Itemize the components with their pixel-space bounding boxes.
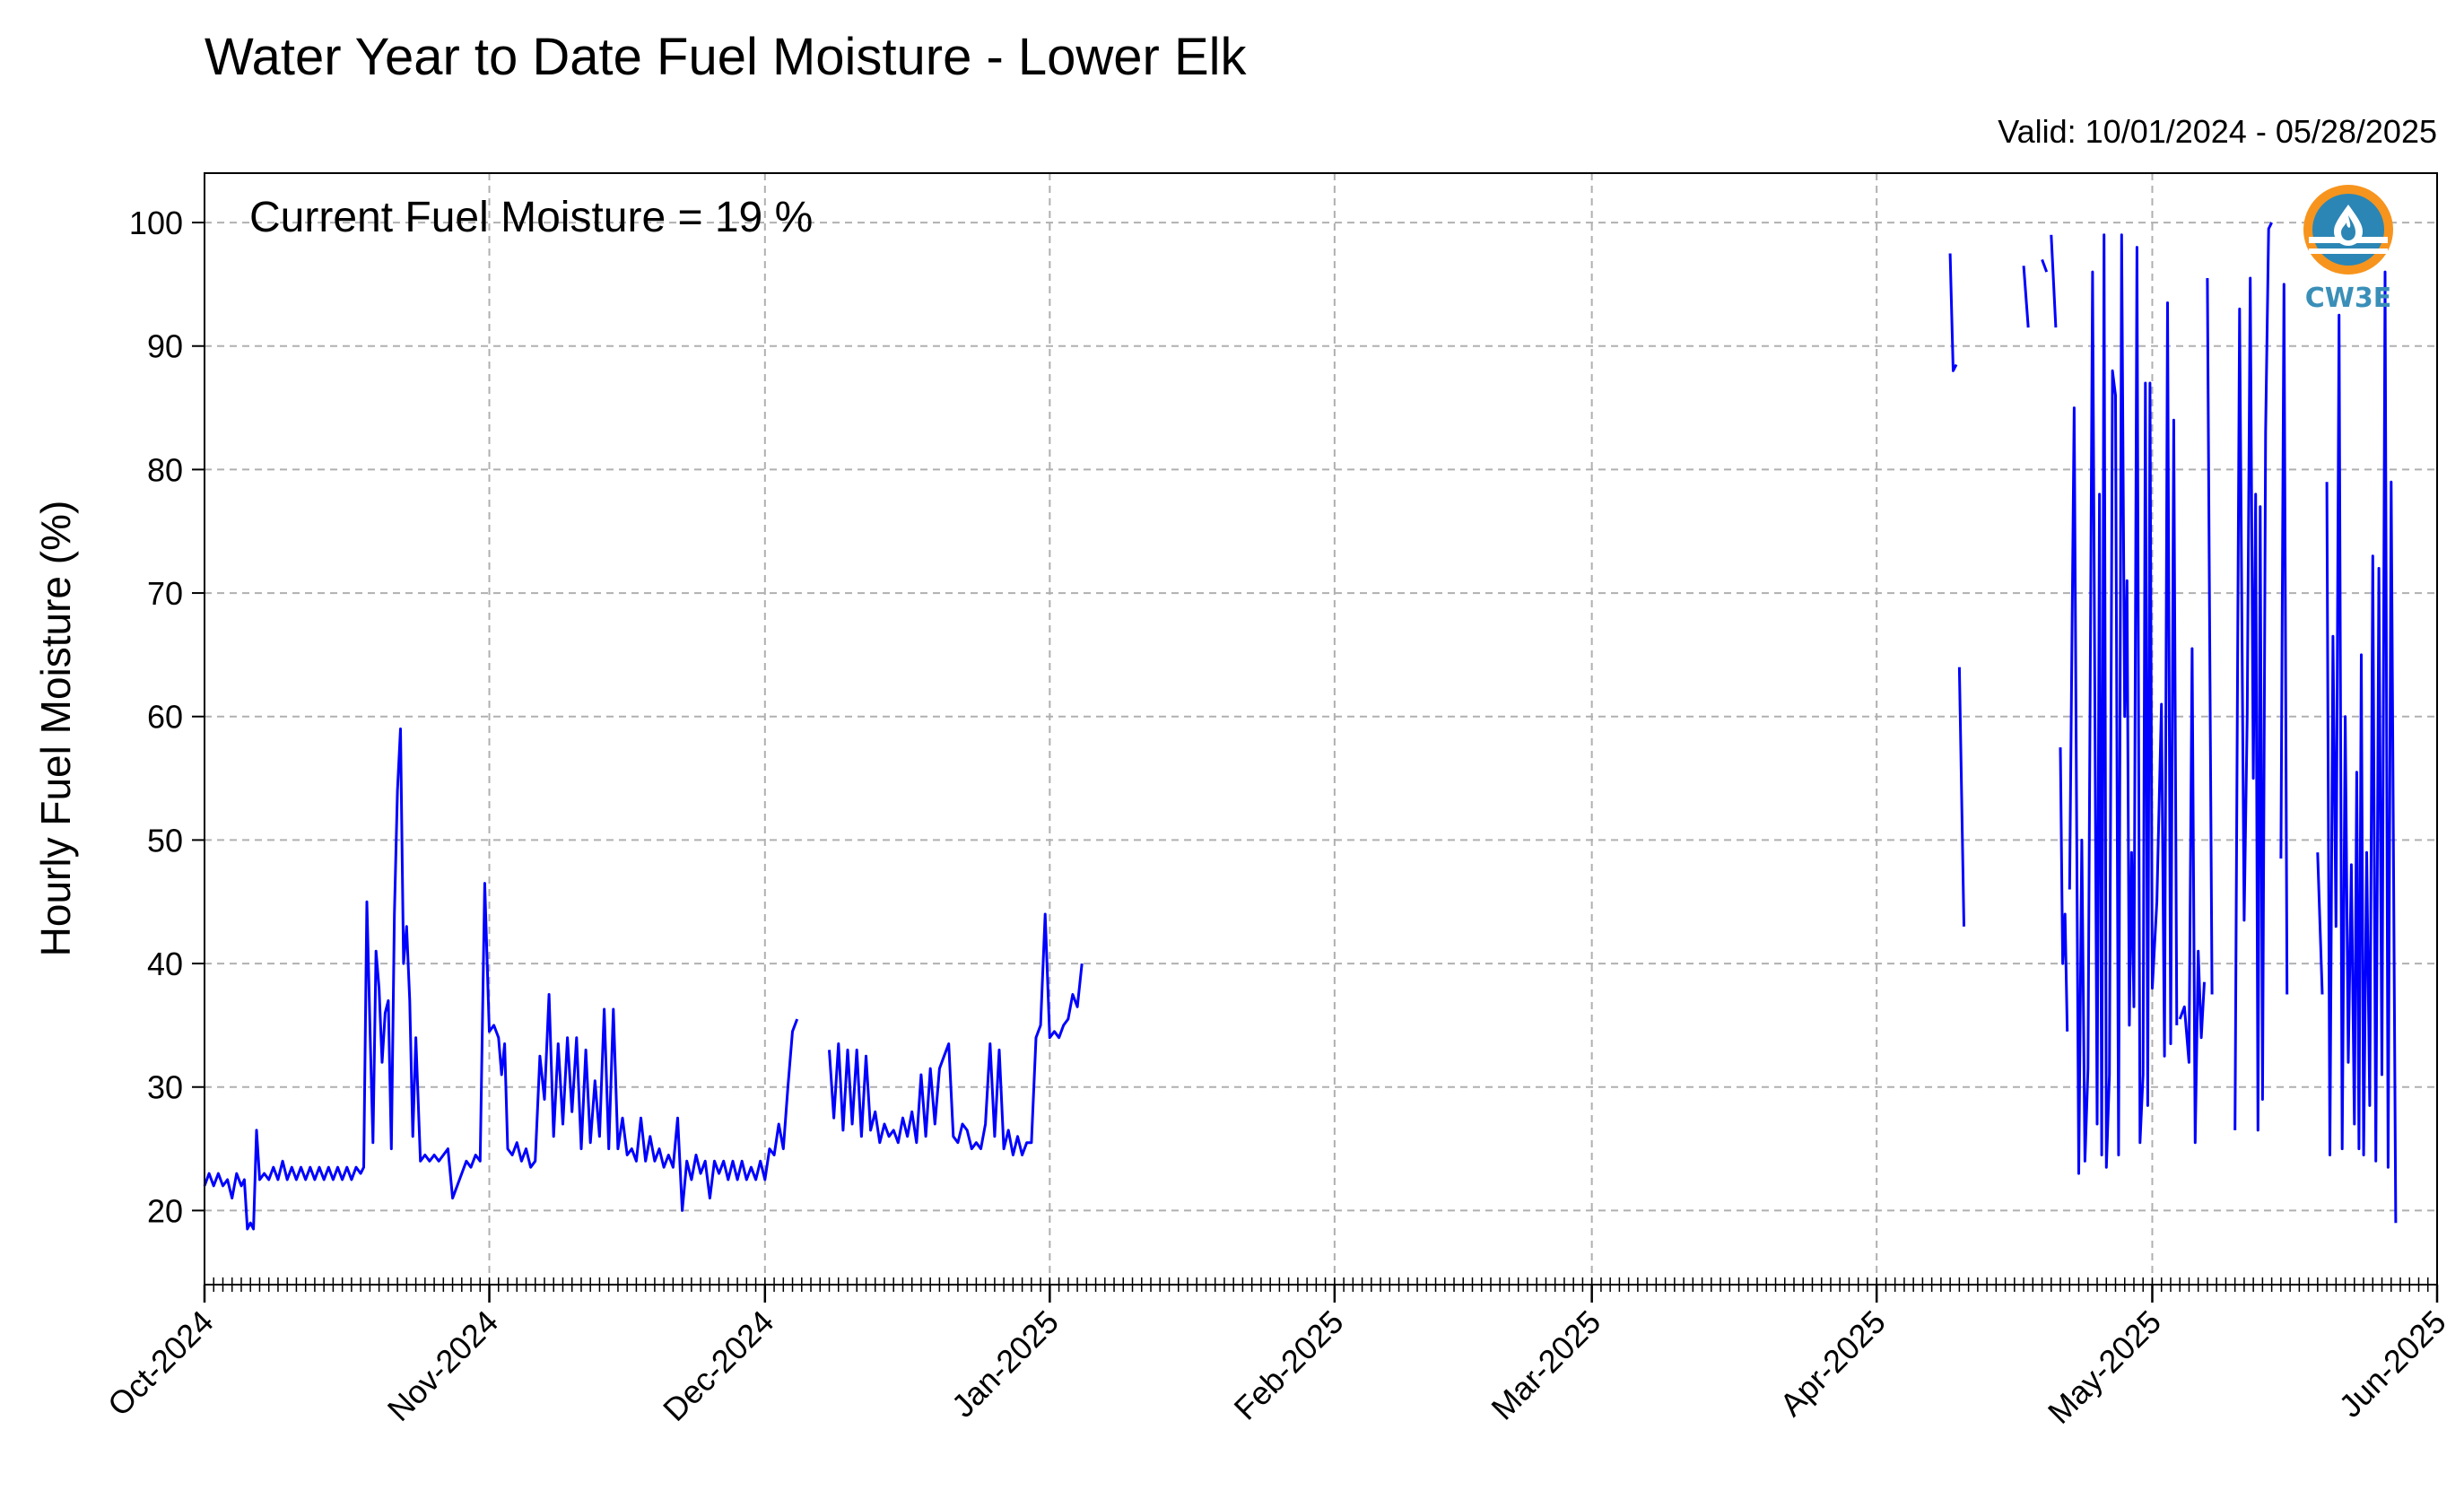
y-tick-label: 40 (147, 946, 183, 982)
logo-text: CW3E (2305, 283, 2391, 314)
fuel-moisture-line-segment (1957, 667, 1965, 927)
x-tick-label: Feb-2025 (1227, 1303, 1351, 1427)
y-tick-label: 20 (147, 1192, 183, 1229)
x-tick-label: Apr-2025 (1772, 1303, 1893, 1424)
fuel-moisture-line-segment (2041, 258, 2049, 273)
chart-title: Water Year to Date Fuel Moisture - Lower… (205, 28, 1247, 86)
current-fuel-moisture-annotation: Current Fuel Moisture = 19 % (249, 194, 813, 241)
fuel-moisture-line-segment (2050, 234, 2058, 328)
y-tick-label: 30 (147, 1069, 183, 1106)
y-axis-label: Hourly Fuel Moisture (%) (32, 501, 79, 957)
water-drop-icon (2334, 205, 2363, 246)
fuel-moisture-line-segment (2059, 747, 2069, 1032)
valid-date-range: Valid: 10/01/2024 - 05/28/2025 (1998, 113, 2437, 150)
logo-wave-band-icon (2309, 248, 2388, 254)
fuel-moisture-line-segment (2316, 852, 2324, 995)
fuel-moisture-line-segment (2206, 277, 2214, 995)
fuel-moisture-line-segment (2325, 270, 2398, 1224)
fuel-moisture-line-segment (1948, 253, 1958, 372)
fuel-moisture-line-segment (2279, 283, 2289, 995)
y-tick-label: 50 (147, 822, 183, 859)
fuel-moisture-line-segment (2022, 266, 2030, 328)
fuel-moisture-line-segment (2233, 222, 2273, 1132)
fuel-moisture-line-segment (2068, 233, 2179, 1175)
plot-frame (204, 172, 2438, 1286)
x-tick-label: Mar-2025 (1484, 1303, 1607, 1427)
series-layer (203, 222, 2398, 1231)
x-tick-label: Nov-2024 (380, 1303, 505, 1428)
x-tick-label: Jun-2025 (2332, 1303, 2453, 1425)
x-tick-label: Jan-2025 (945, 1303, 1066, 1425)
flame-icon (2341, 215, 2355, 240)
fuel-moisture-line-segment (828, 912, 1084, 1156)
x-tick-label: Oct-2024 (100, 1303, 221, 1424)
y-tick-label: 60 (147, 699, 183, 736)
x-tick-label: May-2025 (2041, 1303, 2168, 1431)
y-tick-label: 90 (147, 328, 183, 365)
fuel-moisture-line-segment (2178, 647, 2206, 1145)
x-tick-label: Dec-2024 (656, 1303, 780, 1428)
y-tick-label: 80 (147, 451, 183, 488)
y-tick-label: 100 (129, 205, 183, 241)
y-tick-label: 70 (147, 575, 183, 612)
fuel-moisture-line-segment (203, 728, 799, 1231)
cw3e-logo: CW3E (2303, 185, 2393, 314)
